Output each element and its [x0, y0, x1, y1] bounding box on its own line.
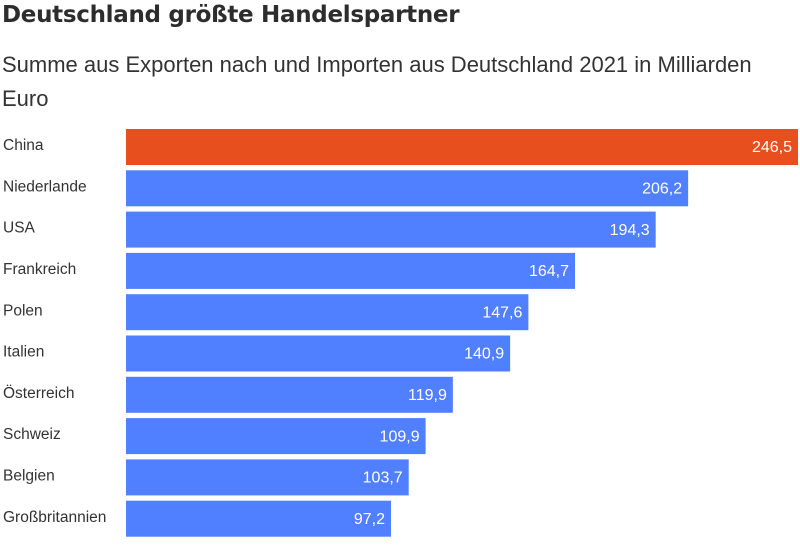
chart-subtitle: Summe aus Exporten nach und Importen aus…: [2, 52, 752, 111]
value-label-usa: 194,3: [610, 222, 650, 239]
value-label-china: 246,5: [752, 139, 792, 156]
value-label-osterreich: 119,9: [408, 387, 447, 404]
category-label-china: China: [3, 137, 44, 154]
value-label-italien: 140,9: [464, 346, 504, 363]
bar-italien: [126, 335, 511, 372]
category-label-usa: USA: [3, 220, 36, 237]
category-label-niederlande: Niederlande: [3, 178, 87, 195]
chart-title: Deutschland größte Handelspartner: [2, 2, 460, 28]
category-label-schweiz: Schweiz: [3, 426, 61, 443]
value-label-belgien: 103,7: [363, 470, 403, 487]
value-label-schweiz: 109,9: [380, 428, 420, 445]
value-label-grossbritannien: 97,2: [354, 511, 385, 528]
bar-niederlande: [126, 170, 689, 207]
bar-grossbritannien: [126, 500, 391, 537]
bar-china: [126, 129, 798, 165]
category-label-grossbritannien: Großbritannien: [3, 509, 106, 526]
bar-frankreich: [126, 252, 575, 289]
bar-polen: [126, 294, 529, 331]
value-label-niederlande: 206,2: [642, 181, 682, 198]
value-label-frankreich: 164,7: [529, 263, 569, 280]
category-label-italien: Italien: [3, 344, 44, 361]
bar-usa: [126, 211, 656, 248]
value-label-polen: 147,6: [482, 304, 522, 321]
category-label-osterreich: Österreich: [3, 384, 75, 402]
bar-schweiz: [126, 418, 426, 455]
bar-belgien: [126, 459, 409, 496]
category-label-polen: Polen: [3, 302, 43, 319]
category-label-belgien: Belgien: [3, 467, 55, 484]
bar-osterreich: [126, 376, 453, 413]
category-label-frankreich: Frankreich: [3, 261, 76, 278]
